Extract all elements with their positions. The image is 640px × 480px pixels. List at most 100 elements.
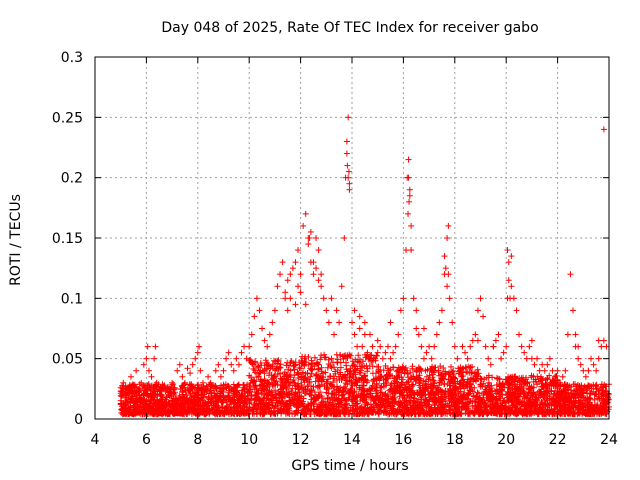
data-point (508, 283, 515, 290)
data-point (567, 271, 574, 278)
data-point (580, 367, 587, 374)
data-point (361, 331, 368, 338)
data-point (459, 343, 466, 350)
data-point (130, 406, 137, 413)
data-point (292, 389, 299, 396)
data-point (246, 343, 253, 350)
data-point (230, 394, 237, 401)
data-point (420, 325, 427, 332)
data-point (284, 391, 291, 398)
data-point (277, 394, 284, 401)
data-point (366, 331, 373, 338)
data-point (472, 331, 479, 338)
data-point (505, 277, 512, 284)
data-point (546, 355, 553, 362)
data-point (323, 389, 330, 396)
data-point (384, 391, 391, 398)
data-point (562, 367, 569, 374)
data-point (158, 391, 165, 398)
data-point (384, 343, 391, 350)
data-point (374, 349, 381, 356)
data-point (369, 394, 376, 401)
data-point (315, 277, 322, 284)
data-point (436, 319, 443, 326)
data-point (462, 349, 469, 356)
data-point (345, 114, 352, 121)
data-point (516, 397, 523, 404)
data-point (235, 361, 242, 368)
data-point (480, 313, 487, 320)
data-point (492, 396, 499, 403)
data-point (498, 355, 505, 362)
data-point (445, 222, 452, 229)
data-point (585, 402, 592, 409)
data-point (125, 394, 132, 401)
data-point (253, 385, 260, 392)
data-point (297, 289, 304, 296)
data-point (577, 361, 584, 368)
data-point (174, 367, 181, 374)
data-point (344, 162, 351, 169)
data-point (451, 343, 458, 350)
data-point (161, 382, 168, 389)
data-point (408, 247, 415, 254)
data-point (445, 271, 452, 278)
data-point (153, 401, 160, 408)
x-tick-label: 10 (240, 432, 258, 448)
data-point (507, 295, 514, 302)
data-point (338, 283, 345, 290)
data-point (513, 307, 520, 314)
y-tick-labels: 0 0.05 0.1 0.15 0.2 0.25 0.3 (52, 50, 83, 428)
data-point (187, 370, 194, 377)
data-point (392, 389, 399, 396)
data-point (487, 361, 494, 368)
grid (95, 57, 609, 419)
x-tick-label: 14 (343, 432, 361, 448)
data-point (361, 391, 368, 398)
data-point (400, 295, 407, 302)
data-point (402, 247, 409, 254)
data-point (225, 349, 232, 356)
data-point (345, 168, 352, 175)
data-point (374, 337, 381, 344)
data-point (485, 355, 492, 362)
data-point (431, 343, 438, 350)
data-point (356, 313, 363, 320)
data-point (474, 337, 481, 344)
data-point (166, 389, 173, 396)
data-point (482, 343, 489, 350)
data-point (256, 307, 263, 314)
data-point (382, 349, 389, 356)
data-point (433, 331, 440, 338)
data-point (549, 367, 556, 374)
data-point (456, 367, 463, 374)
data-point (241, 343, 248, 350)
data-point (405, 210, 412, 217)
data-point (325, 319, 332, 326)
data-point (454, 399, 461, 406)
data-point (442, 265, 449, 272)
data-point (153, 379, 160, 386)
data-point (410, 295, 417, 302)
data-point (387, 355, 394, 362)
x-tick-label: 16 (394, 432, 412, 448)
data-point (282, 295, 289, 302)
data-point (331, 394, 338, 401)
y-axis-label: ROTI / TECUs (8, 194, 24, 286)
x-tick-label: 22 (549, 432, 567, 448)
data-point (318, 283, 325, 290)
data-point (492, 337, 499, 344)
data-point (184, 365, 191, 372)
data-point (246, 389, 253, 396)
data-point (152, 343, 159, 350)
data-point (259, 325, 266, 332)
data-point (477, 295, 484, 302)
data-point (338, 391, 345, 398)
x-tick-labels: 4 6 8 10 12 14 16 18 20 22 24 (91, 432, 618, 448)
data-point (307, 228, 314, 235)
data-point (523, 400, 530, 407)
data-point (133, 367, 140, 374)
data-point (122, 385, 129, 392)
data-point (523, 355, 530, 362)
data-point (343, 138, 350, 145)
